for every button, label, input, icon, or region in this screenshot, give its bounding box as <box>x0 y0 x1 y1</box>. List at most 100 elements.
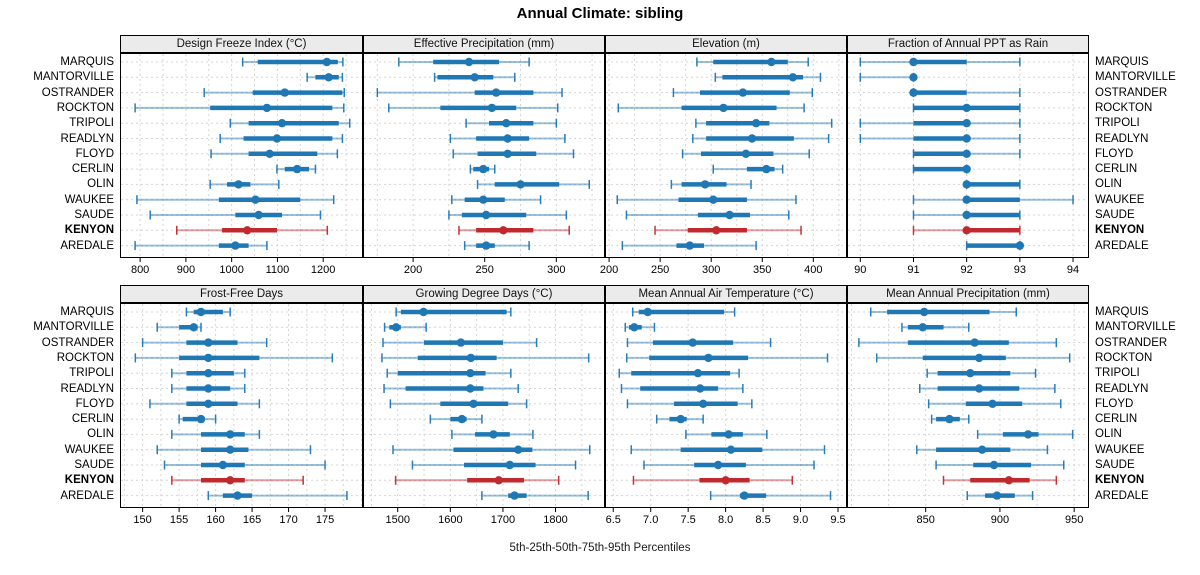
median-dot <box>479 164 488 174</box>
percentile-row-rockton <box>134 103 345 113</box>
percentile-row-waukee <box>630 445 826 455</box>
percentile-row-marquis <box>241 57 344 67</box>
median-dot <box>962 149 971 158</box>
percentile-row-marquis <box>631 307 736 317</box>
percentile-row-mantorville <box>624 322 656 332</box>
median-dot <box>918 323 927 332</box>
percentile-row-marquis <box>395 307 512 317</box>
percentile-row-readlyn <box>859 134 1021 143</box>
percentile-row-kenyon <box>171 475 304 485</box>
median-dot <box>481 241 491 250</box>
panel-fraction-annual-ppt-as-rain <box>847 53 1089 262</box>
row-label-right-olin: OLIN <box>1095 428 1122 441</box>
axis-tick-label: 175 <box>315 514 335 526</box>
axis-tick-label: 850 <box>916 514 935 526</box>
percentile-row-marquis <box>859 57 1021 67</box>
median-dot <box>974 353 984 363</box>
axis-tick-label: 9.0 <box>792 514 809 526</box>
percentile-row-marquis <box>398 57 530 67</box>
row-label-left-tripoli: TRIPOLI <box>69 367 114 380</box>
percentile-row-floyd <box>681 149 810 159</box>
panel-header-design-freeze-index: Design Freeze Index (°C) <box>120 35 363 53</box>
row-label-right-marquis: MARQUIS <box>1095 56 1149 68</box>
percentile-row-saude <box>643 460 815 470</box>
median-dot <box>292 164 302 174</box>
row-label-right-saude: SAUDE <box>1095 459 1135 471</box>
percentile-row-waukee <box>451 195 542 205</box>
median-dot <box>503 149 512 158</box>
percentile-row-floyd <box>210 149 339 159</box>
percentile-row-readlyn <box>620 384 744 393</box>
percentile-row-kenyon <box>942 475 1058 485</box>
axis-tick-label: 250 <box>650 264 670 276</box>
figure-title: Annual Climate: sibling <box>516 5 684 22</box>
row-label-left-aredale: AREDALE <box>60 489 114 502</box>
percentile-row-cerlin <box>276 164 317 174</box>
panel-title: Fraction of Annual PPT as Rain <box>887 38 1049 50</box>
panel-title: Mean Annual Precipitation (mm) <box>886 288 1050 300</box>
axis-tick-label: 350 <box>753 264 772 276</box>
axis-tick-label: 1700 <box>490 514 516 526</box>
median-dot <box>391 323 401 332</box>
median-dot <box>747 134 757 143</box>
row-label-right-saude: SAUDE <box>1095 209 1135 221</box>
percentile-row-floyd <box>452 149 575 159</box>
median-dot <box>277 119 287 128</box>
median-dot <box>280 88 289 97</box>
median-dot <box>457 414 467 424</box>
percentile-row-floyd <box>389 399 528 409</box>
row-label-left-floyd: FLOYD <box>75 147 114 160</box>
axis-tick-label: 900 <box>990 514 1010 526</box>
percentile-row-olin <box>670 179 752 189</box>
median-dot <box>503 134 512 143</box>
median-dot <box>966 369 975 378</box>
percentile-row-ostrander <box>626 338 772 348</box>
row-label-left-ostrander: OSTRANDER <box>41 336 114 349</box>
median-dot <box>322 57 332 67</box>
median-dot <box>499 226 508 235</box>
row-label-right-readlyn: READLYN <box>1095 382 1149 395</box>
row-label-right-ostrander: OSTRANDER <box>1095 86 1168 99</box>
median-dot <box>234 180 243 189</box>
percentile-row-olin <box>451 429 534 439</box>
median-dot <box>700 180 710 189</box>
percentile-row-cerlin <box>712 164 784 174</box>
median-dot <box>466 369 475 378</box>
percentile-row-readlyn <box>171 384 246 393</box>
median-dot <box>740 491 749 500</box>
percentile-row-cerlin <box>469 164 496 174</box>
panel-title: Effective Precipitation (mm) <box>413 38 555 50</box>
axis-tick-label: 92 <box>960 264 973 276</box>
panel-frame <box>120 53 363 258</box>
percentile-row-aredale <box>966 491 1034 501</box>
panel-title: Frost-Free Days <box>199 288 284 300</box>
percentile-row-cerlin <box>912 164 971 174</box>
median-dot <box>251 195 260 204</box>
panel-elevation <box>605 53 847 262</box>
median-dot <box>688 338 697 347</box>
panel-frost-free-days <box>120 303 363 512</box>
median-dot <box>962 119 971 128</box>
median-dot <box>1015 241 1025 250</box>
median-dot <box>464 57 474 67</box>
median-dot <box>513 445 523 454</box>
axis-tick-label: 250 <box>475 264 494 276</box>
axis-tick-label: 9.5 <box>830 514 846 526</box>
row-label-left-olin: OLIN <box>87 428 114 441</box>
percentile-row-mantorville <box>156 322 202 332</box>
median-dot <box>225 430 235 439</box>
percentile-row-tripoli <box>695 118 833 128</box>
median-dot <box>721 476 730 485</box>
panel-design-freeze-index <box>120 53 363 262</box>
percentile-row-mantorville <box>433 72 516 82</box>
percentile-row-waukee <box>136 195 335 205</box>
axis-tick-label: 1800 <box>543 514 568 526</box>
axis-tick-label: 170 <box>279 514 298 526</box>
row-label-right-kenyon: KENYON <box>1095 224 1145 237</box>
row-label-left-marquis: MARQUIS <box>60 56 114 68</box>
percentile-row-mantorville <box>306 72 344 82</box>
percentile-row-saude <box>149 210 322 220</box>
percentile-row-waukee <box>156 445 312 455</box>
median-dot <box>265 149 274 158</box>
axis-tick-label: 1200 <box>310 264 336 276</box>
